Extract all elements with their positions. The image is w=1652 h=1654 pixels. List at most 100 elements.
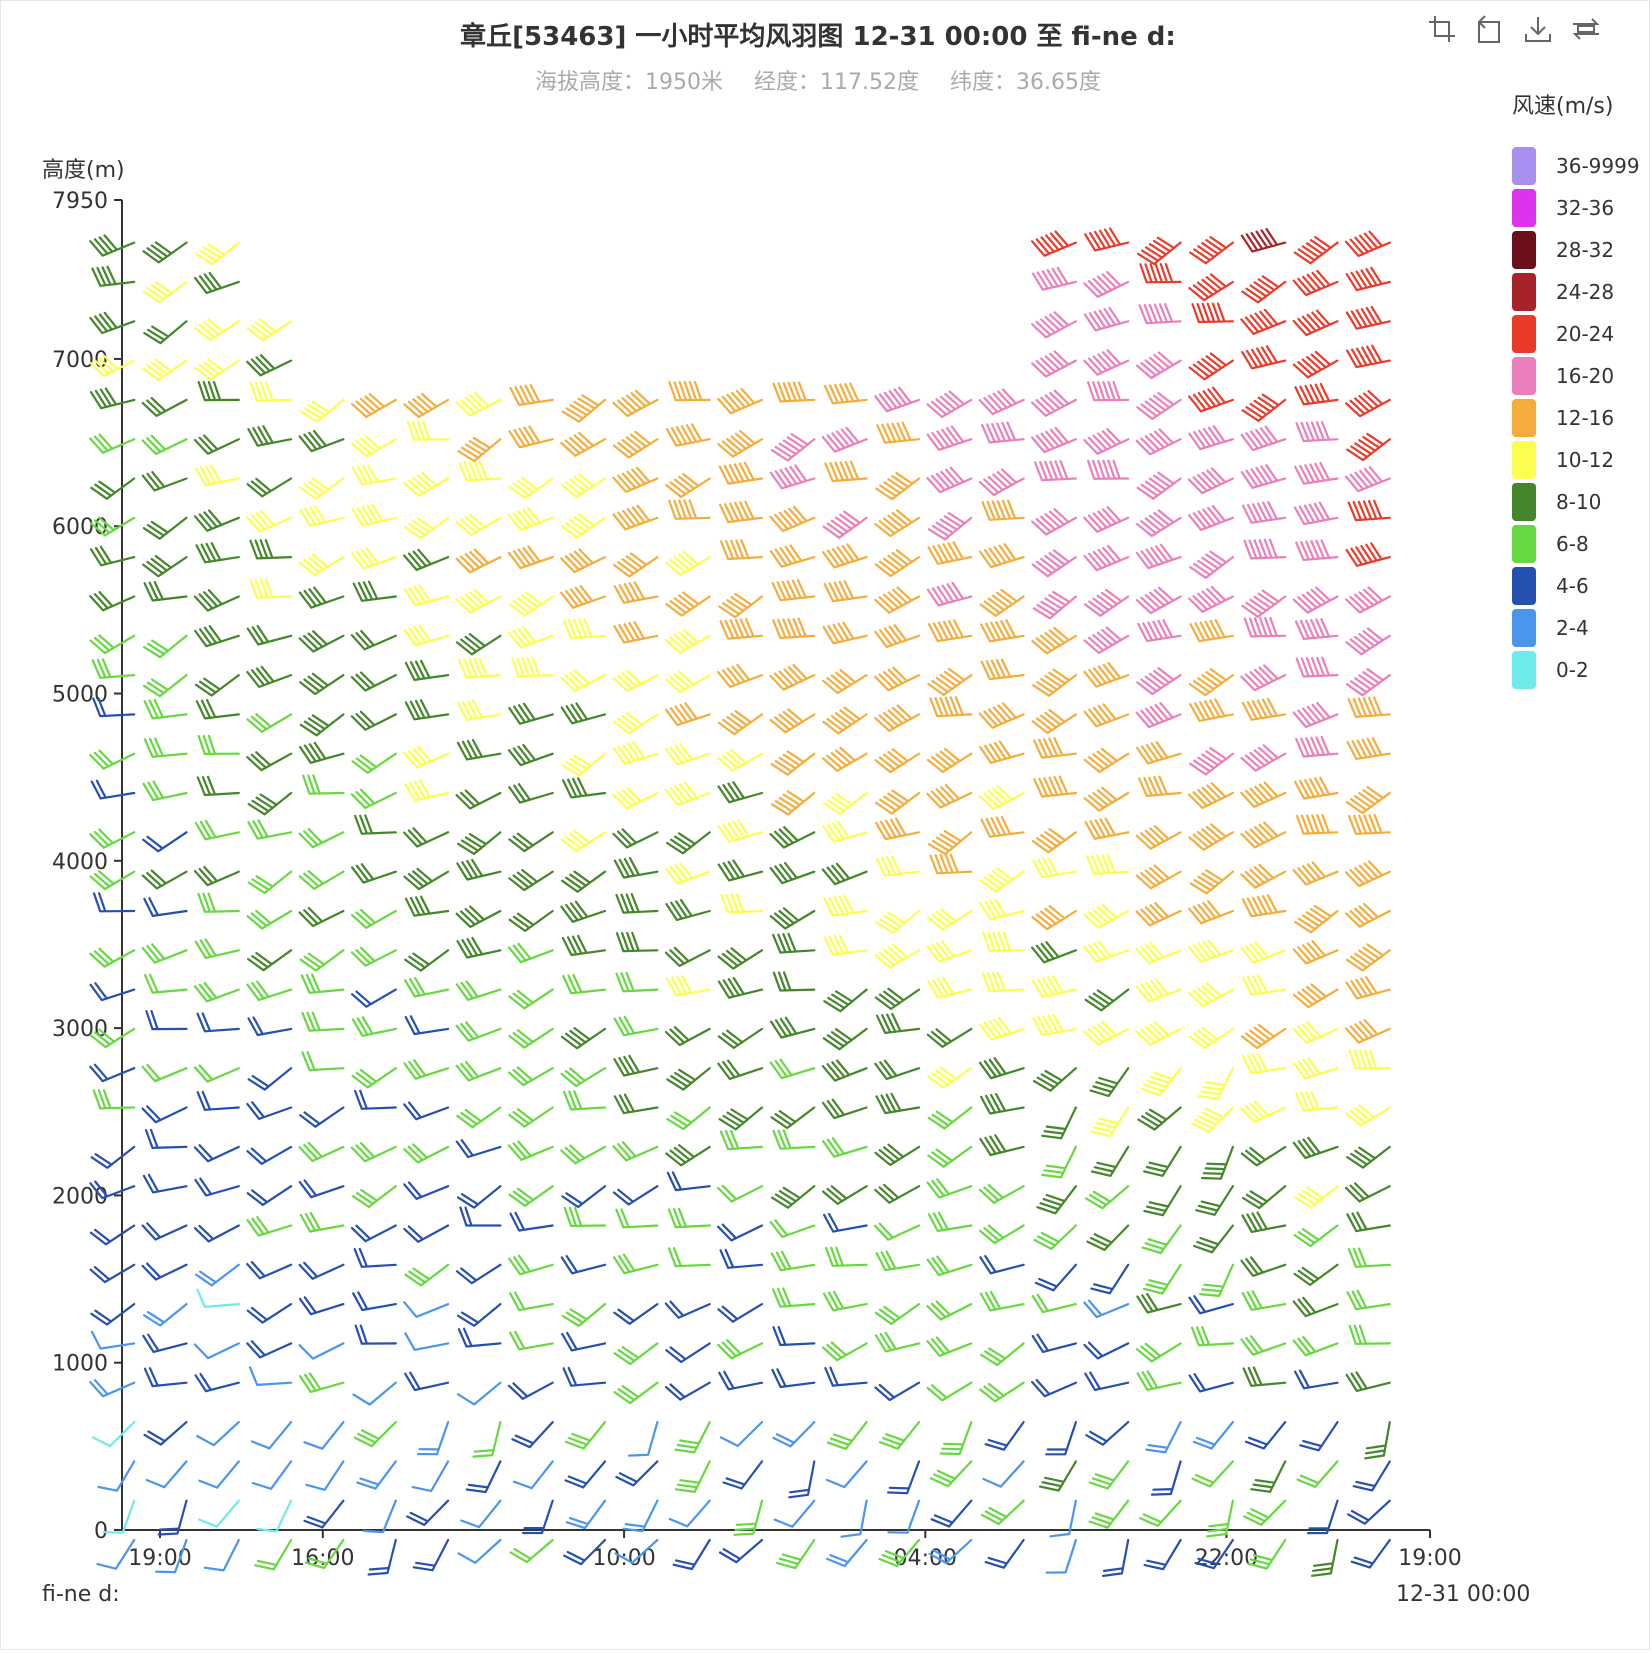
legend-item[interactable]: 12-16 bbox=[1512, 397, 1640, 439]
wind-barb bbox=[299, 949, 345, 972]
wind-barb bbox=[145, 1460, 188, 1489]
wind-barb bbox=[613, 1253, 659, 1275]
wind-barb bbox=[1031, 626, 1077, 655]
wind-barb bbox=[564, 1421, 607, 1450]
wind-barb bbox=[508, 783, 554, 804]
wind-barb bbox=[458, 657, 502, 679]
zoom-reset-icon[interactable] bbox=[1473, 12, 1507, 46]
wind-barb bbox=[1191, 302, 1234, 324]
legend-swatch bbox=[1512, 651, 1536, 689]
wind-barb bbox=[403, 827, 450, 848]
wind-barb bbox=[875, 817, 921, 841]
legend-item[interactable]: 32-36 bbox=[1512, 187, 1640, 229]
wind-barb bbox=[613, 857, 659, 879]
wind-barb bbox=[1136, 1370, 1182, 1391]
wind-barb bbox=[246, 980, 293, 1002]
wind-barb bbox=[981, 971, 1025, 993]
wind-barb bbox=[246, 1261, 293, 1280]
legend-item[interactable]: 8-10 bbox=[1512, 481, 1640, 523]
wind-barb bbox=[561, 934, 607, 957]
wind-barb bbox=[1135, 543, 1182, 570]
wind-barb bbox=[97, 1460, 136, 1492]
wind-barb bbox=[1140, 1067, 1182, 1097]
wind-barb bbox=[1083, 1341, 1130, 1360]
wind-barb bbox=[1240, 941, 1287, 964]
wind-barb bbox=[249, 578, 293, 599]
wind-barb bbox=[1188, 425, 1234, 451]
wind-barb bbox=[1346, 1211, 1391, 1233]
wind-barb bbox=[457, 1327, 502, 1348]
wind-barb bbox=[1293, 236, 1339, 265]
wind-barb bbox=[926, 466, 973, 494]
wind-barb bbox=[1294, 382, 1339, 406]
wind-barb bbox=[821, 1059, 868, 1082]
wind-barb bbox=[1150, 1460, 1182, 1496]
wind-barb bbox=[1240, 464, 1287, 489]
wind-barb bbox=[821, 746, 868, 772]
legend-item[interactable]: 0-2 bbox=[1512, 649, 1640, 691]
wind-barb bbox=[1188, 1295, 1234, 1315]
wind-barb bbox=[1143, 1185, 1182, 1217]
wind-barb bbox=[157, 1499, 188, 1536]
wind-barb bbox=[1206, 1499, 1234, 1538]
wind-barb bbox=[981, 1499, 1025, 1526]
wind-barb bbox=[1244, 1421, 1287, 1450]
wind-barb bbox=[1295, 813, 1339, 835]
wind-barb bbox=[203, 1538, 240, 1572]
wind-barb bbox=[89, 433, 136, 454]
legend-item[interactable]: 20-24 bbox=[1512, 313, 1640, 355]
wind-barb bbox=[89, 1027, 136, 1049]
wind-barb bbox=[926, 1381, 973, 1402]
legend-item[interactable]: 6-8 bbox=[1512, 523, 1640, 565]
wind-barb bbox=[769, 663, 816, 691]
wind-barb bbox=[875, 1250, 921, 1272]
wind-barb bbox=[509, 1538, 554, 1564]
legend-item[interactable]: 10-12 bbox=[1512, 439, 1640, 481]
wind-barb bbox=[193, 434, 240, 455]
wind-barb bbox=[1138, 303, 1182, 325]
download-icon[interactable] bbox=[1521, 12, 1555, 46]
wind-barb bbox=[822, 669, 868, 695]
wind-barb bbox=[194, 625, 240, 648]
wind-barb bbox=[89, 870, 136, 891]
wind-barb bbox=[926, 1336, 973, 1357]
wind-barb bbox=[1241, 1211, 1287, 1233]
legend-item[interactable]: 4-6 bbox=[1512, 565, 1640, 607]
wind-barb bbox=[939, 1421, 973, 1456]
wind-barb bbox=[980, 1342, 1025, 1367]
wind-barb bbox=[772, 932, 816, 954]
legend-item[interactable]: 28-32 bbox=[1512, 229, 1640, 271]
wind-barb bbox=[367, 1538, 397, 1576]
wind-barb bbox=[1031, 905, 1077, 931]
wind-barb bbox=[1038, 1460, 1077, 1492]
wind-barb bbox=[1191, 1106, 1234, 1133]
legend-item[interactable]: 36-9999 bbox=[1512, 145, 1640, 187]
wind-barb bbox=[1188, 273, 1234, 302]
legend-item[interactable]: 16-20 bbox=[1512, 355, 1640, 397]
restore-icon[interactable] bbox=[1569, 12, 1603, 46]
wind-barb bbox=[194, 271, 240, 294]
wind-barb bbox=[195, 464, 240, 487]
wind-barb bbox=[247, 1016, 293, 1037]
wind-barb bbox=[143, 1421, 188, 1446]
wind-barb bbox=[193, 1064, 240, 1083]
wind-barb bbox=[406, 1499, 450, 1526]
legend-item[interactable]: 24-28 bbox=[1512, 271, 1640, 313]
wind-barb bbox=[299, 713, 345, 737]
wind-barb bbox=[511, 656, 554, 678]
zoom-icon[interactable] bbox=[1425, 12, 1459, 46]
wind-barb bbox=[1036, 1185, 1077, 1215]
wind-barb bbox=[1086, 853, 1130, 875]
wind-barb bbox=[455, 588, 502, 614]
wind-barb bbox=[1243, 616, 1287, 638]
y-tick-label: 1000 bbox=[52, 1352, 108, 1377]
legend-label: 16-20 bbox=[1556, 364, 1615, 388]
wind-barb bbox=[1135, 428, 1182, 456]
legend-item[interactable]: 2-4 bbox=[1512, 607, 1640, 649]
wind-barb bbox=[822, 543, 868, 569]
wind-barb bbox=[1188, 900, 1234, 925]
latitude-text: 纬度：36.65度 bbox=[950, 70, 1101, 95]
wind-barb bbox=[1135, 824, 1182, 850]
wind-barb bbox=[1241, 393, 1287, 422]
wind-barb bbox=[1137, 1106, 1182, 1131]
